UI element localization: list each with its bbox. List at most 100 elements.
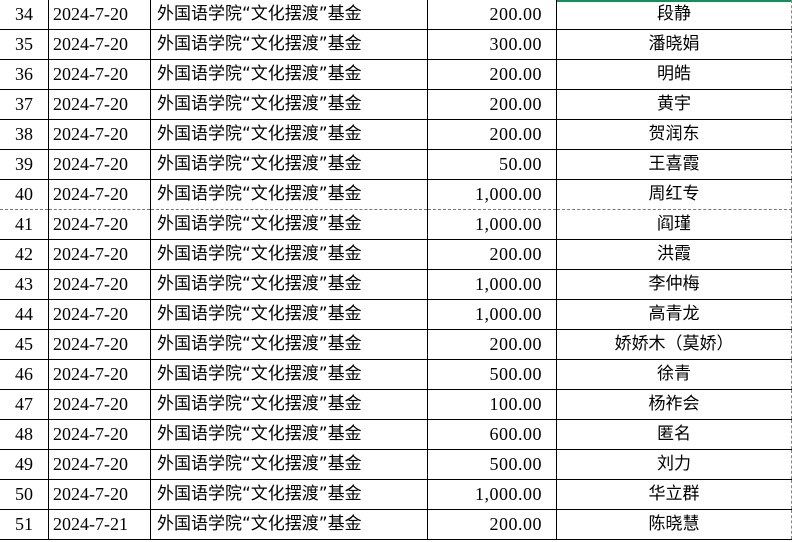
fund-cell[interactable]: 外国语学院“文化摆渡”基金	[150, 239, 428, 270]
fund-cell[interactable]: 外国语学院“文化摆渡”基金	[150, 209, 428, 240]
row-number-cell[interactable]: 47	[0, 389, 49, 420]
row-number-cell[interactable]: 50	[0, 479, 49, 510]
amount-cell[interactable]: 1,000.00	[427, 269, 557, 300]
row-number-cell[interactable]: 42	[0, 239, 49, 270]
row-number-cell[interactable]: 49	[0, 449, 49, 480]
date-cell[interactable]: 2024-7-21	[48, 509, 151, 540]
date-cell[interactable]: 2024-7-20	[48, 89, 151, 120]
amount-cell[interactable]: 200.00	[427, 119, 557, 150]
row-number-cell[interactable]: 38	[0, 119, 49, 150]
amount-cell[interactable]: 200.00	[427, 59, 557, 90]
donor-name-cell[interactable]: 洪霞	[556, 239, 792, 270]
table-row: 38 2024-7-20 外国语学院“文化摆渡”基金 200.00 贺润东	[0, 119, 792, 150]
row-number-cell[interactable]: 43	[0, 269, 49, 300]
table-row: 46 2024-7-20 外国语学院“文化摆渡”基金 500.00 徐青	[0, 359, 792, 390]
donor-name-cell[interactable]: 王喜霞	[556, 149, 792, 180]
table-row: 50 2024-7-20 外国语学院“文化摆渡”基金 1,000.00 华立群	[0, 479, 792, 510]
fund-cell[interactable]: 外国语学院“文化摆渡”基金	[150, 509, 428, 540]
row-number-cell[interactable]: 51	[0, 509, 49, 540]
donor-name-cell[interactable]: 高青龙	[556, 299, 792, 330]
date-cell[interactable]: 2024-7-20	[48, 449, 151, 480]
amount-cell[interactable]: 200.00	[427, 0, 557, 30]
row-number-cell[interactable]: 34	[0, 0, 49, 30]
fund-cell[interactable]: 外国语学院“文化摆渡”基金	[150, 119, 428, 150]
donor-name-cell[interactable]: 段静	[556, 0, 792, 30]
date-cell[interactable]: 2024-7-20	[48, 179, 151, 210]
amount-cell[interactable]: 200.00	[427, 239, 557, 270]
amount-cell[interactable]: 1,000.00	[427, 299, 557, 330]
donor-name-cell[interactable]: 周红专	[556, 179, 792, 210]
donor-name-cell[interactable]: 娇娇木（莫娇）	[556, 329, 792, 360]
table-row: 51 2024-7-21 外国语学院“文化摆渡”基金 200.00 陈晓慧	[0, 509, 792, 540]
date-cell[interactable]: 2024-7-20	[48, 419, 151, 450]
donor-name-cell[interactable]: 陈晓慧	[556, 509, 792, 540]
row-number-cell[interactable]: 36	[0, 59, 49, 90]
fund-cell[interactable]: 外国语学院“文化摆渡”基金	[150, 479, 428, 510]
date-cell[interactable]: 2024-7-20	[48, 299, 151, 330]
row-number-cell[interactable]: 39	[0, 149, 49, 180]
date-cell[interactable]: 2024-7-20	[48, 479, 151, 510]
donor-name-cell[interactable]: 杨祚会	[556, 389, 792, 420]
amount-cell[interactable]: 100.00	[427, 389, 557, 420]
fund-cell[interactable]: 外国语学院“文化摆渡”基金	[150, 149, 428, 180]
date-cell[interactable]: 2024-7-20	[48, 149, 151, 180]
fund-cell[interactable]: 外国语学院“文化摆渡”基金	[150, 29, 428, 60]
amount-cell[interactable]: 200.00	[427, 509, 557, 540]
row-number-cell[interactable]: 46	[0, 359, 49, 390]
fund-cell[interactable]: 外国语学院“文化摆渡”基金	[150, 0, 428, 30]
fund-cell[interactable]: 外国语学院“文化摆渡”基金	[150, 269, 428, 300]
donor-name-cell[interactable]: 徐青	[556, 359, 792, 390]
row-number-cell[interactable]: 37	[0, 89, 49, 120]
donor-name-cell[interactable]: 匿名	[556, 419, 792, 450]
amount-cell[interactable]: 300.00	[427, 29, 557, 60]
amount-cell[interactable]: 1,000.00	[427, 209, 557, 240]
table-row: 45 2024-7-20 外国语学院“文化摆渡”基金 200.00 娇娇木（莫娇）	[0, 329, 792, 360]
date-cell[interactable]: 2024-7-20	[48, 0, 151, 30]
table-row: 40 2024-7-20 外国语学院“文化摆渡”基金 1,000.00 周红专	[0, 179, 792, 210]
row-number-cell[interactable]: 41	[0, 209, 49, 240]
date-cell[interactable]: 2024-7-20	[48, 389, 151, 420]
donor-name-cell[interactable]: 阎瑾	[556, 209, 792, 240]
fund-cell[interactable]: 外国语学院“文化摆渡”基金	[150, 89, 428, 120]
fund-cell[interactable]: 外国语学院“文化摆渡”基金	[150, 59, 428, 90]
amount-cell[interactable]: 500.00	[427, 449, 557, 480]
table-row: 36 2024-7-20 外国语学院“文化摆渡”基金 200.00 明皓	[0, 59, 792, 90]
donor-name-cell[interactable]: 潘晓娟	[556, 29, 792, 60]
fund-cell[interactable]: 外国语学院“文化摆渡”基金	[150, 179, 428, 210]
date-cell[interactable]: 2024-7-20	[48, 269, 151, 300]
row-number-cell[interactable]: 45	[0, 329, 49, 360]
amount-cell[interactable]: 1,000.00	[427, 479, 557, 510]
amount-cell[interactable]: 1,000.00	[427, 179, 557, 210]
date-cell[interactable]: 2024-7-20	[48, 59, 151, 90]
donor-name-cell[interactable]: 华立群	[556, 479, 792, 510]
fund-cell[interactable]: 外国语学院“文化摆渡”基金	[150, 359, 428, 390]
fund-cell[interactable]: 外国语学院“文化摆渡”基金	[150, 329, 428, 360]
amount-cell[interactable]: 600.00	[427, 419, 557, 450]
row-number-cell[interactable]: 44	[0, 299, 49, 330]
date-cell[interactable]: 2024-7-20	[48, 239, 151, 270]
amount-cell[interactable]: 50.00	[427, 149, 557, 180]
fund-cell[interactable]: 外国语学院“文化摆渡”基金	[150, 449, 428, 480]
date-cell[interactable]: 2024-7-20	[48, 119, 151, 150]
date-cell[interactable]: 2024-7-20	[48, 359, 151, 390]
amount-cell[interactable]: 200.00	[427, 329, 557, 360]
fund-cell[interactable]: 外国语学院“文化摆渡”基金	[150, 389, 428, 420]
fund-cell[interactable]: 外国语学院“文化摆渡”基金	[150, 419, 428, 450]
date-cell[interactable]: 2024-7-20	[48, 209, 151, 240]
amount-cell[interactable]: 200.00	[427, 89, 557, 120]
row-number-cell[interactable]: 35	[0, 29, 49, 60]
fund-cell[interactable]: 外国语学院“文化摆渡”基金	[150, 299, 428, 330]
donor-name-cell[interactable]: 刘力	[556, 449, 792, 480]
row-number-cell[interactable]: 40	[0, 179, 49, 210]
row-number-cell[interactable]: 48	[0, 419, 49, 450]
date-cell[interactable]: 2024-7-20	[48, 329, 151, 360]
donor-name-cell[interactable]: 李仲梅	[556, 269, 792, 300]
donor-name-cell[interactable]: 贺润东	[556, 119, 792, 150]
table-row: 34 2024-7-20 外国语学院“文化摆渡”基金 200.00 段静	[0, 0, 792, 30]
donor-name-cell[interactable]: 黄宇	[556, 89, 792, 120]
donor-name-cell[interactable]: 明皓	[556, 59, 792, 90]
table-row: 41 2024-7-20 外国语学院“文化摆渡”基金 1,000.00 阎瑾	[0, 209, 792, 240]
amount-cell[interactable]: 500.00	[427, 359, 557, 390]
table-row: 47 2024-7-20 外国语学院“文化摆渡”基金 100.00 杨祚会	[0, 389, 792, 420]
date-cell[interactable]: 2024-7-20	[48, 29, 151, 60]
